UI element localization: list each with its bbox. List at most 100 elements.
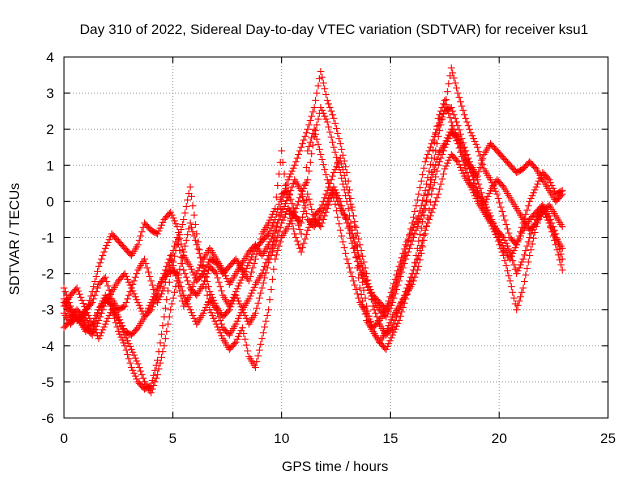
data-point-dense bbox=[279, 158, 287, 166]
data-point-dense bbox=[386, 319, 394, 327]
data-point-dense bbox=[527, 195, 535, 203]
data-point-dense bbox=[479, 161, 487, 169]
data-point-dense bbox=[122, 334, 130, 342]
data-point-dense bbox=[430, 201, 438, 209]
data-point-dense bbox=[327, 176, 335, 184]
data-point-dense bbox=[392, 313, 400, 321]
data-point-dense bbox=[270, 244, 278, 252]
data-point-dense bbox=[285, 210, 293, 218]
data-point-dense bbox=[326, 192, 334, 200]
data-point bbox=[513, 306, 521, 314]
data-point-dense bbox=[339, 238, 347, 246]
data-point-dense bbox=[156, 359, 164, 367]
data-point-dense bbox=[509, 249, 517, 257]
data-point-dense bbox=[64, 307, 72, 315]
data-point bbox=[232, 320, 240, 328]
data-point-dense bbox=[302, 231, 310, 239]
data-point-dense bbox=[169, 262, 177, 270]
data-point-dense bbox=[557, 261, 565, 269]
data-point-dense bbox=[171, 242, 179, 250]
data-point-dense bbox=[314, 82, 322, 90]
data-point bbox=[454, 158, 462, 166]
data-point bbox=[539, 205, 547, 213]
data-point-dense bbox=[296, 226, 304, 234]
data-point-dense bbox=[172, 283, 180, 291]
data-point-dense bbox=[184, 196, 192, 204]
data-point-dense bbox=[357, 291, 365, 299]
data-point-dense bbox=[391, 317, 399, 325]
data-point bbox=[95, 335, 103, 343]
data-point-dense bbox=[351, 218, 359, 226]
data-point-dense bbox=[335, 220, 343, 228]
data-point-dense bbox=[456, 148, 464, 156]
data-point bbox=[545, 176, 553, 184]
data-point-dense bbox=[490, 228, 498, 236]
data-point-dense bbox=[536, 212, 544, 220]
data-point-dense bbox=[306, 158, 314, 166]
data-point bbox=[500, 212, 508, 220]
data-point-dense bbox=[365, 315, 373, 323]
data-point-dense bbox=[250, 259, 258, 267]
data-point-dense bbox=[417, 177, 425, 185]
data-point-dense bbox=[314, 140, 322, 148]
data-point bbox=[395, 277, 403, 285]
data-point-dense bbox=[420, 231, 428, 239]
y-tick-label: 0 bbox=[46, 193, 54, 209]
data-point-dense bbox=[318, 106, 326, 114]
data-point bbox=[225, 306, 233, 314]
data-point-dense bbox=[344, 259, 352, 267]
data-point bbox=[428, 208, 436, 216]
data-point-dense bbox=[510, 246, 518, 254]
data-point-dense bbox=[157, 330, 165, 338]
data-point bbox=[532, 183, 540, 191]
data-point-dense bbox=[459, 157, 467, 165]
data-point-dense bbox=[403, 252, 411, 260]
data-point-dense bbox=[430, 138, 438, 146]
data-point-dense bbox=[233, 335, 241, 343]
data-point-dense bbox=[259, 279, 267, 287]
data-point bbox=[258, 335, 266, 343]
data-point-dense bbox=[220, 269, 228, 277]
data-point bbox=[147, 306, 155, 314]
data-point-dense bbox=[437, 154, 445, 162]
data-point-dense bbox=[248, 253, 256, 261]
data-point-dense bbox=[91, 319, 99, 327]
data-point-dense bbox=[348, 272, 356, 280]
data-point-dense bbox=[126, 343, 134, 351]
data-point-dense bbox=[424, 174, 432, 182]
data-point bbox=[127, 284, 135, 292]
data-point bbox=[127, 345, 135, 353]
data-point-dense bbox=[130, 290, 138, 298]
data-point-dense bbox=[97, 309, 105, 317]
y-tick-label: -2 bbox=[42, 266, 55, 282]
data-point bbox=[395, 306, 403, 314]
data-point-dense bbox=[436, 127, 444, 135]
data-point-dense bbox=[390, 280, 398, 288]
data-point-dense bbox=[436, 185, 444, 193]
data-point-dense bbox=[87, 300, 95, 308]
data-point-dense bbox=[424, 150, 432, 158]
data-point-dense bbox=[301, 132, 309, 140]
data-point-dense bbox=[176, 265, 184, 273]
data-point-dense bbox=[104, 314, 112, 322]
data-point-dense bbox=[99, 252, 107, 260]
data-point bbox=[271, 241, 279, 249]
data-point-dense bbox=[527, 246, 535, 254]
data-point-dense bbox=[157, 221, 165, 229]
data-point bbox=[160, 270, 168, 278]
data-point-dense bbox=[287, 170, 295, 178]
data-point-dense bbox=[312, 96, 320, 104]
data-point-dense bbox=[522, 246, 530, 254]
data-point-dense bbox=[246, 256, 254, 264]
data-point bbox=[238, 273, 246, 281]
data-point-dense bbox=[133, 296, 141, 304]
data-point-dense bbox=[233, 317, 241, 325]
data-point bbox=[167, 252, 175, 260]
data-point bbox=[343, 255, 351, 263]
data-point-dense bbox=[124, 350, 132, 358]
data-point-dense bbox=[135, 236, 143, 244]
data-point-dense bbox=[445, 109, 453, 117]
data-point bbox=[88, 327, 96, 335]
data-point-dense bbox=[557, 187, 565, 195]
